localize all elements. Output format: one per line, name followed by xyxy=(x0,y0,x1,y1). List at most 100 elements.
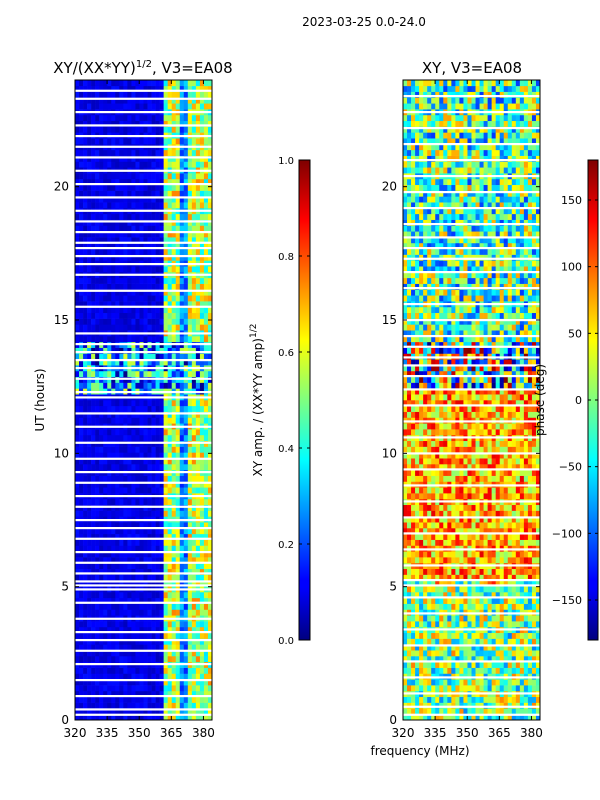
heat-cell xyxy=(139,318,144,325)
heat-cell xyxy=(531,557,537,564)
heat-cell xyxy=(427,615,432,622)
heat-cell xyxy=(455,586,460,593)
heat-cell xyxy=(155,533,160,540)
heat-cell xyxy=(199,539,205,546)
heat-cell xyxy=(187,487,193,494)
heat-cell xyxy=(107,510,112,517)
left-ylabel: UT (hours) xyxy=(33,368,47,431)
heat-cell xyxy=(171,702,177,709)
heat-cell xyxy=(147,621,152,628)
heat-cell xyxy=(83,429,88,436)
heat-cell xyxy=(203,539,209,546)
heat-cell xyxy=(143,353,148,360)
heat-cell xyxy=(191,487,197,494)
heat-cell xyxy=(131,120,136,127)
heat-cell xyxy=(115,283,120,290)
heat-cell xyxy=(151,429,156,436)
heat-cell xyxy=(175,242,181,250)
heat-cell xyxy=(171,708,177,715)
heat-cell xyxy=(143,359,148,366)
heat-cell xyxy=(79,91,84,98)
heat-cell xyxy=(175,178,181,186)
heat-cell xyxy=(147,405,152,412)
heat-cell xyxy=(91,161,96,168)
heat-cell xyxy=(163,277,168,284)
heat-cell xyxy=(91,120,96,127)
heat-cell xyxy=(499,644,505,651)
heat-cell xyxy=(523,592,529,599)
heat-cell xyxy=(103,551,108,558)
heat-cell xyxy=(99,324,104,331)
heat-cell xyxy=(135,458,140,465)
heat-cell xyxy=(79,213,84,220)
heat-cell xyxy=(155,91,160,98)
heat-cell xyxy=(195,103,201,110)
heat-cell xyxy=(91,312,96,319)
heat-cell xyxy=(167,557,173,564)
heat-cell xyxy=(107,498,112,506)
heat-cell xyxy=(143,580,148,587)
heat-cell xyxy=(115,301,120,308)
heat-cell xyxy=(147,295,152,302)
heat-cell xyxy=(139,114,144,122)
heat-cell xyxy=(203,568,209,575)
heat-cell xyxy=(143,609,148,616)
heat-cell xyxy=(471,580,476,587)
heat-cell xyxy=(155,277,160,284)
heat-cell xyxy=(183,277,189,284)
heat-cell xyxy=(183,626,189,634)
heat-cell xyxy=(99,644,104,651)
heat-cell xyxy=(187,237,193,244)
heat-cell xyxy=(195,679,201,686)
heat-cell xyxy=(175,213,181,220)
heat-cell xyxy=(135,708,140,715)
heat-cell xyxy=(91,539,96,546)
heat-cell xyxy=(199,370,205,378)
heat-cell xyxy=(79,277,84,284)
heat-cell xyxy=(127,638,132,645)
heat-cell xyxy=(191,539,197,546)
heat-cell xyxy=(531,696,537,703)
heat-cell xyxy=(195,626,201,634)
heat-cell xyxy=(191,202,197,209)
heat-cell xyxy=(191,446,197,453)
heat-cell xyxy=(75,522,80,529)
heat-cell xyxy=(163,283,168,290)
heat-cell xyxy=(119,696,124,703)
heat-cell xyxy=(123,562,128,570)
heat-cell xyxy=(431,574,436,581)
heat-cell xyxy=(407,539,412,546)
heat-cell xyxy=(203,429,209,436)
heat-cell xyxy=(183,248,189,255)
heat-cell xyxy=(427,650,432,657)
heat-cell xyxy=(87,219,92,226)
heat-cell xyxy=(207,120,213,127)
heat-cell xyxy=(435,685,440,692)
heat-cell xyxy=(163,464,168,471)
heat-cell xyxy=(155,190,160,197)
heat-cell xyxy=(411,656,416,663)
heat-cell xyxy=(151,254,156,261)
heat-cell xyxy=(487,539,492,546)
heat-cell xyxy=(127,114,132,122)
heat-cell xyxy=(143,178,148,186)
data-gap-line xyxy=(75,584,212,587)
heat-cell xyxy=(99,510,104,517)
heat-cell xyxy=(175,510,181,517)
heat-cell xyxy=(87,626,92,634)
heat-cell xyxy=(123,580,128,587)
heat-cell xyxy=(431,533,436,540)
heat-cell xyxy=(107,533,112,540)
heat-cell xyxy=(75,155,80,162)
heat-cell xyxy=(431,714,436,721)
heat-cell xyxy=(143,196,148,203)
heat-cell xyxy=(191,568,197,575)
heat-cell xyxy=(455,696,460,703)
heat-cell xyxy=(407,644,412,651)
heat-cell xyxy=(487,714,492,721)
heat-cell xyxy=(191,289,197,296)
heat-cell xyxy=(475,661,480,668)
heat-cell xyxy=(155,551,160,558)
heat-cell xyxy=(431,650,436,657)
heat-cell xyxy=(111,580,116,587)
